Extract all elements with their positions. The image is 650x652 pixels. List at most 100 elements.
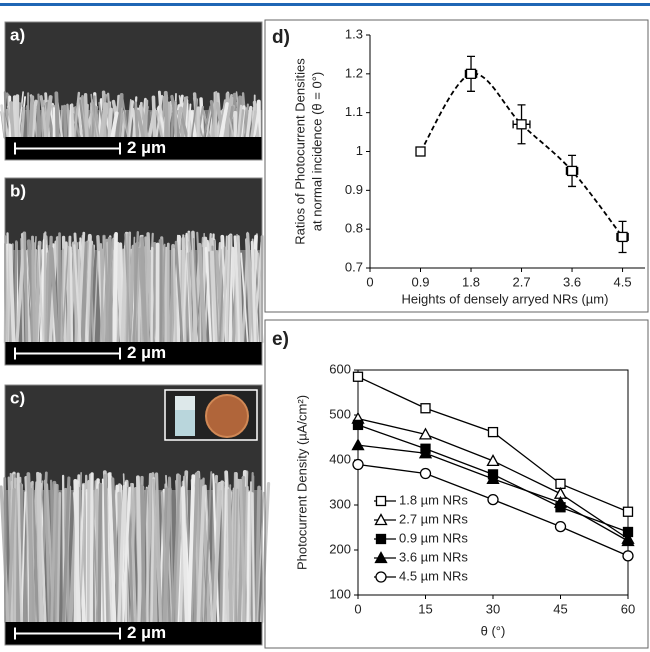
nanorod: [101, 478, 107, 623]
nanorod: [237, 109, 245, 139]
marker: [420, 403, 431, 414]
nanorod: [222, 235, 228, 344]
marker: [375, 533, 387, 545]
marker: [418, 427, 433, 440]
nanorod: [169, 477, 174, 623]
nanorod: [152, 478, 162, 624]
nanorod: [192, 238, 200, 343]
nanorod: [225, 234, 231, 344]
nanorod: [205, 484, 213, 623]
nanorod: [233, 235, 242, 344]
x-axis-label: θ (°): [481, 623, 506, 638]
nanorod: [61, 246, 69, 343]
nanorod: [99, 102, 108, 139]
y-tick-label: 1.3: [345, 26, 363, 41]
nanorod: [121, 109, 126, 139]
nanorod: [134, 101, 139, 139]
nanorod: [172, 247, 178, 344]
nanorod: [121, 486, 132, 624]
marker: [554, 520, 567, 533]
nanorod: [174, 240, 184, 344]
nanorod: [118, 107, 123, 138]
nanorod: [20, 106, 26, 139]
sem-frame: [4, 384, 263, 646]
nanorod: [145, 486, 149, 624]
nanorod: [73, 479, 81, 624]
x-tick-label: 0: [366, 274, 373, 289]
nanorod: [9, 101, 15, 139]
nanorod: [161, 243, 166, 343]
nanorod: [239, 478, 246, 624]
nanorod: [53, 483, 59, 624]
nanorod: [43, 479, 52, 624]
nanorod: [16, 472, 22, 624]
nanorod: [60, 248, 64, 343]
x-tick-label: 60: [621, 601, 635, 616]
nanorod: [180, 96, 188, 139]
legend-label: 1.8 µm NRs: [399, 492, 468, 507]
sem-frame: [4, 177, 263, 366]
nanorod: [212, 489, 223, 624]
nanorod: [223, 93, 233, 139]
x-tick-label: 1.8: [462, 274, 480, 289]
nanorod: [61, 235, 67, 344]
nanorod: [242, 235, 249, 343]
marker: [375, 571, 387, 583]
nanorod: [219, 102, 229, 139]
nanorod: [248, 481, 252, 623]
y-tick-label: 0.7: [345, 259, 363, 274]
marker: [465, 68, 477, 79]
nanorod: [140, 236, 148, 344]
nanorod: [23, 231, 29, 344]
nanorod: [14, 94, 20, 139]
x-tick-label: 3.6: [563, 274, 581, 289]
nanorod: [79, 99, 86, 139]
nanorod: [130, 482, 137, 624]
x-tick-label: 0.9: [411, 274, 429, 289]
nanorod: [107, 472, 117, 624]
nanorod: [246, 491, 253, 624]
nanorod: [213, 239, 220, 343]
y-axis-label: at normal incidence (θ = 0°): [309, 72, 324, 231]
marker: [418, 446, 433, 459]
nanorod: [73, 91, 81, 139]
nanorod: [69, 246, 74, 344]
nanorod: [210, 250, 219, 344]
nanorod: [132, 230, 140, 344]
nanorod: [254, 485, 261, 624]
marker: [374, 551, 388, 564]
nanorod: [250, 240, 257, 344]
top-rule: [0, 3, 650, 6]
nanorod: [103, 485, 109, 624]
marker: [622, 550, 634, 562]
nanorod: [83, 93, 89, 139]
nanorod: [181, 485, 189, 624]
scale-label: 2 µm: [127, 623, 166, 642]
nanorod: [197, 242, 207, 344]
marker: [419, 467, 432, 480]
nanorod: [256, 491, 265, 623]
y-tick-label: 400: [329, 451, 351, 466]
y-tick-label: 300: [329, 496, 351, 511]
nanorod: [236, 235, 244, 344]
x-tick-label: 0: [354, 601, 361, 616]
nanorod: [88, 244, 95, 344]
nanorod: [62, 104, 68, 139]
nanorod: [97, 482, 103, 624]
nanorod: [93, 243, 99, 343]
nanorod: [78, 474, 88, 623]
nanorod: [204, 246, 212, 344]
nanorod: [15, 248, 25, 344]
panel-e-frame: [264, 319, 649, 649]
nanorod: [234, 488, 239, 623]
nanorod: [126, 98, 132, 138]
nanorod: [190, 98, 198, 138]
nanorod: [222, 479, 227, 623]
inset-penny: [205, 394, 249, 438]
nanorod: [13, 240, 18, 344]
nanorod: [89, 472, 94, 624]
nanorod: [196, 485, 206, 624]
nanorod: [61, 476, 71, 624]
nanorod: [104, 238, 114, 343]
